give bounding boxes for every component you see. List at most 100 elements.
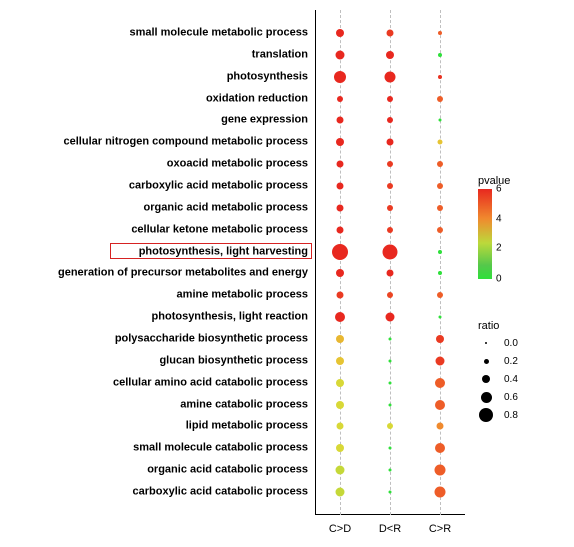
gridline xyxy=(390,10,391,515)
data-point xyxy=(436,356,445,365)
size-legend-label: 0.8 xyxy=(504,410,518,421)
colorbar-tick: 0 xyxy=(496,274,502,285)
colorbar-tick: 2 xyxy=(496,243,502,254)
data-point xyxy=(438,271,442,275)
data-point xyxy=(438,140,443,145)
data-point xyxy=(332,244,348,260)
data-point xyxy=(387,139,394,146)
y-label: lipid metabolic process xyxy=(186,421,308,432)
data-point xyxy=(337,182,344,189)
x-label: C>D xyxy=(329,523,351,535)
data-point xyxy=(387,423,393,429)
gridline xyxy=(340,10,341,515)
data-point xyxy=(389,381,392,384)
size-legend-label: 0.4 xyxy=(504,374,518,385)
size-legend-row: 0.6 xyxy=(478,388,568,406)
y-label: cellular nitrogen compound metabolic pro… xyxy=(64,137,309,148)
size-legend-dot xyxy=(481,392,492,403)
data-point xyxy=(337,292,344,299)
data-point xyxy=(387,205,393,211)
data-point xyxy=(336,335,344,343)
data-point xyxy=(437,292,443,298)
data-point xyxy=(435,487,446,498)
y-label: carboxylic acid metabolic process xyxy=(129,180,308,191)
data-point xyxy=(383,244,398,259)
y-label: small molecule catabolic process xyxy=(133,443,308,454)
data-point xyxy=(385,71,396,82)
data-point xyxy=(337,226,344,233)
data-point xyxy=(337,96,343,102)
y-label: amine metabolic process xyxy=(177,290,308,301)
size-legend-label: 0.0 xyxy=(504,338,518,349)
chart-container: small molecule metabolic processtranslat… xyxy=(0,0,574,547)
colorbar: 6420 xyxy=(478,189,492,279)
data-point xyxy=(386,51,394,59)
size-legend-row: 0.2 xyxy=(478,352,568,370)
data-point xyxy=(336,269,344,277)
highlight-box xyxy=(110,243,312,259)
data-point xyxy=(334,71,346,83)
y-label: oxoacid metabolic process xyxy=(167,159,308,170)
colorbar-tick: 6 xyxy=(496,184,502,195)
gridline xyxy=(440,10,441,515)
data-point xyxy=(337,204,344,211)
size-legend-dot xyxy=(479,408,493,422)
data-point xyxy=(337,423,344,430)
pvalue-legend: pvalue 6420 xyxy=(478,175,568,279)
data-point xyxy=(438,75,442,79)
size-legend-dot xyxy=(482,375,490,383)
data-point xyxy=(435,400,445,410)
pvalue-legend-title: pvalue xyxy=(478,175,568,187)
y-label: photosynthesis xyxy=(227,71,308,82)
y-label: generation of precursor metabolites and … xyxy=(58,268,308,279)
data-point xyxy=(335,312,345,322)
data-point xyxy=(387,270,394,277)
size-legend-row: 0.8 xyxy=(478,406,568,424)
size-legend-label: 0.6 xyxy=(504,392,518,403)
y-label: oxidation reduction xyxy=(206,93,308,104)
data-point xyxy=(387,161,393,167)
data-point xyxy=(337,161,344,168)
size-legend-dot xyxy=(484,359,489,364)
y-label: gene expression xyxy=(221,115,308,126)
data-point xyxy=(336,401,344,409)
data-point xyxy=(336,138,344,146)
data-point xyxy=(437,205,443,211)
data-point xyxy=(437,161,443,167)
data-point xyxy=(439,316,442,319)
y-label: organic acid catabolic process xyxy=(147,465,308,476)
data-point xyxy=(337,117,344,124)
ratio-legend: ratio 0.0 0.2 0.4 0.6 0.8 xyxy=(478,320,568,424)
plot-area xyxy=(315,10,465,515)
data-point xyxy=(389,447,392,450)
y-label: translation xyxy=(252,49,308,60)
y-label: photosynthesis, light reaction xyxy=(152,312,308,323)
data-point xyxy=(387,292,393,298)
x-axis-labels: C>DD<RC>R xyxy=(315,523,465,539)
colorbar-gradient xyxy=(478,189,492,279)
y-label: cellular amino acid catabolic process xyxy=(113,377,308,388)
data-point xyxy=(437,96,443,102)
data-point xyxy=(336,50,345,59)
data-point xyxy=(336,444,344,452)
data-point xyxy=(336,488,345,497)
data-point xyxy=(336,466,345,475)
data-point xyxy=(336,29,344,37)
data-point xyxy=(386,313,395,322)
data-point xyxy=(336,379,344,387)
data-point xyxy=(437,183,443,189)
data-point xyxy=(336,357,344,365)
data-point xyxy=(389,469,392,472)
data-point xyxy=(436,335,444,343)
data-point xyxy=(438,31,442,35)
data-point xyxy=(437,227,443,233)
data-point xyxy=(387,117,393,123)
ratio-legend-title: ratio xyxy=(478,320,568,332)
data-point xyxy=(435,443,445,453)
size-legend-row: 0.4 xyxy=(478,370,568,388)
data-point xyxy=(387,96,393,102)
data-point xyxy=(389,491,392,494)
colorbar-tick: 4 xyxy=(496,213,502,224)
y-axis-line xyxy=(315,10,316,515)
data-point xyxy=(435,378,445,388)
